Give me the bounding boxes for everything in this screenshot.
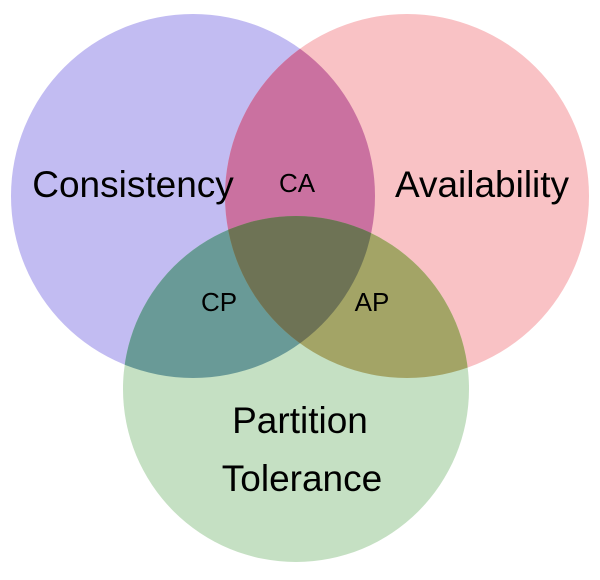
availability-label: Availability bbox=[395, 164, 570, 205]
cp-overlap-label: CP bbox=[201, 287, 237, 317]
consistency-label: Consistency bbox=[32, 164, 234, 205]
ca-overlap-label: CA bbox=[279, 168, 316, 198]
ap-overlap-label: AP bbox=[355, 287, 390, 317]
ap-overlap-region bbox=[225, 216, 469, 378]
partition-tolerance-label-line2: Tolerance bbox=[222, 458, 382, 499]
partition-tolerance-label-line1: Partition bbox=[232, 400, 368, 441]
cp-overlap-region bbox=[123, 216, 375, 378]
